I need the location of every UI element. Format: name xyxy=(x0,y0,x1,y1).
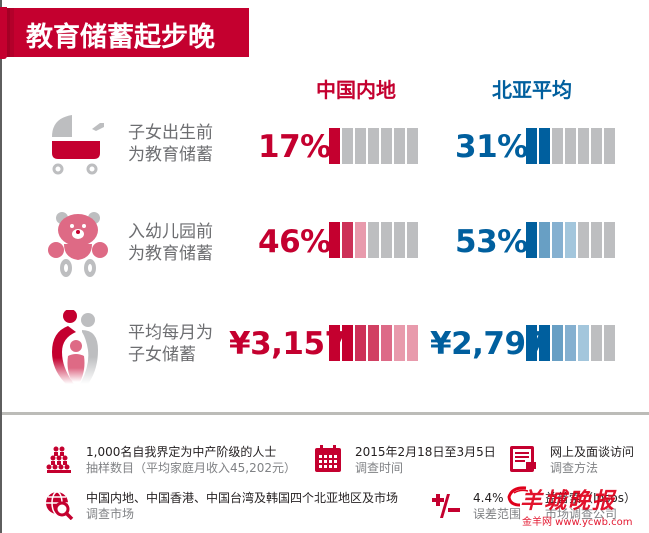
row-before-kindergarten: 入幼儿园前 为教育储蓄 46% 53% xyxy=(0,200,649,280)
bar-segment xyxy=(394,222,405,258)
research-agency-label: 市场调查公司 xyxy=(545,507,618,521)
china-value: 46% xyxy=(258,224,331,260)
bar-segment xyxy=(381,128,392,164)
bar-segment xyxy=(368,325,379,361)
bar-segment xyxy=(526,325,537,361)
footer-period: 2015年2月18日至3月5日 调查时间 xyxy=(313,444,496,476)
watermark-site: 金羊网 www.ycwb.com xyxy=(522,517,633,528)
china-bar xyxy=(329,128,418,164)
sample-size: 1,000名自我界定为中产阶级的人士 xyxy=(86,445,277,459)
row-label: 平均每月为 子女储蓄 xyxy=(128,323,213,365)
survey-period-label: 调查时间 xyxy=(355,461,404,475)
china-value: 17% xyxy=(258,129,331,165)
footer-method: 网上及面谈访问 调查方法 xyxy=(508,444,634,476)
footer-agency: 益普索（Ipsos） 市场调查公司 xyxy=(545,490,636,522)
bar-segment xyxy=(565,325,576,361)
sample-size-label: 抽样数目（平均家庭月收入45,202元） xyxy=(86,461,296,475)
bar-segment xyxy=(604,325,615,361)
survey-period: 2015年2月18日至3月5日 xyxy=(355,445,496,459)
north-asia-value: 31% xyxy=(455,129,528,165)
bar-segment xyxy=(565,128,576,164)
survey-method-label: 调查方法 xyxy=(550,461,599,475)
bar-segment xyxy=(394,128,405,164)
china-bar xyxy=(329,222,418,258)
bar-segment xyxy=(355,128,366,164)
bar-segment xyxy=(604,128,615,164)
watermark-logo-icon xyxy=(507,486,529,507)
bar-segment xyxy=(539,325,550,361)
row-monthly-savings: 平均每月为 子女储蓄 ¥3,157 ¥2,797 xyxy=(0,300,649,384)
footer-sample: 1,000名自我界定为中产阶级的人士 抽样数目（平均家庭月收入45,202元） xyxy=(44,444,296,476)
bar-segment xyxy=(578,222,589,258)
bar-segment xyxy=(526,128,537,164)
banner-fold-tab xyxy=(0,7,7,59)
column-header-north-asia: 北亚平均 xyxy=(492,78,572,102)
bar-segment xyxy=(342,128,353,164)
bar-segment xyxy=(368,222,379,258)
teddy-bear-icon xyxy=(48,212,108,277)
margin-of-error-label: 误差范围 xyxy=(473,507,522,521)
row-label: 子女出生前 为教育储蓄 xyxy=(128,123,213,165)
bar-segment xyxy=(407,325,418,361)
title-banner: 教育储蓄起步晚 xyxy=(0,7,249,59)
research-agency: 益普索（Ipsos） xyxy=(545,491,637,505)
survey-markets-label: 调查市场 xyxy=(86,507,135,521)
north-asia-bar xyxy=(526,325,615,361)
north-asia-bar xyxy=(526,222,615,258)
footer-margin: 4.4% 误差范围 xyxy=(431,490,521,522)
watermark-brand: 羊城晚报 xyxy=(520,488,617,514)
survey-markets: 中国内地、中国香港、中国台湾及韩国四个北亚地区及市场 xyxy=(86,491,399,505)
bar-segment xyxy=(355,325,366,361)
bar-segment xyxy=(578,128,589,164)
bar-segment xyxy=(539,222,550,258)
column-header-china: 中国内地 xyxy=(316,78,396,102)
calendar-icon xyxy=(315,445,341,472)
globe-search-icon xyxy=(46,491,74,520)
plus-minus-icon xyxy=(432,494,460,518)
bar-segment xyxy=(329,222,340,258)
people-pyramid-icon xyxy=(46,446,71,473)
bar-segment xyxy=(552,222,563,258)
footer-markets: 中国内地、中国香港、中国台湾及韩国四个北亚地区及市场 调查市场 xyxy=(44,490,398,522)
bar-segment xyxy=(591,325,602,361)
china-bar xyxy=(329,325,418,361)
bar-segment xyxy=(539,128,550,164)
bar-segment xyxy=(565,222,576,258)
north-asia-bar xyxy=(526,128,615,164)
china-value: ¥3,157 xyxy=(229,326,346,362)
watermark: 羊城晚报 金羊网 www.ycwb.com xyxy=(507,483,632,528)
bar-segment xyxy=(407,128,418,164)
north-asia-value: 53% xyxy=(455,224,528,260)
bar-segment xyxy=(591,128,602,164)
bar-segment xyxy=(342,325,353,361)
bar-segment xyxy=(342,222,353,258)
bar-segment xyxy=(329,325,340,361)
bar-segment xyxy=(578,325,589,361)
margin-of-error: 4.4% xyxy=(473,491,504,505)
row-label: 入幼儿园前 为教育储蓄 xyxy=(128,222,213,264)
bar-segment xyxy=(526,222,537,258)
page-title: 教育储蓄起步晚 xyxy=(26,22,215,53)
bar-segment xyxy=(591,222,602,258)
bar-segment xyxy=(394,325,405,361)
bar-segment xyxy=(355,222,366,258)
bar-segment xyxy=(329,128,340,164)
bar-segment xyxy=(381,222,392,258)
bar-segment xyxy=(552,128,563,164)
stroller-icon xyxy=(52,115,104,175)
divider xyxy=(2,412,649,415)
bar-segment xyxy=(407,222,418,258)
row-before-birth: 子女出生前 为教育储蓄 17% 31% xyxy=(0,105,649,185)
left-border xyxy=(0,0,2,533)
bar-segment xyxy=(381,325,392,361)
family-icon xyxy=(52,310,98,384)
survey-method: 网上及面谈访问 xyxy=(550,445,635,459)
bar-segment xyxy=(368,128,379,164)
survey-form-icon xyxy=(510,446,536,472)
bar-segment xyxy=(604,222,615,258)
bar-segment xyxy=(552,325,563,361)
